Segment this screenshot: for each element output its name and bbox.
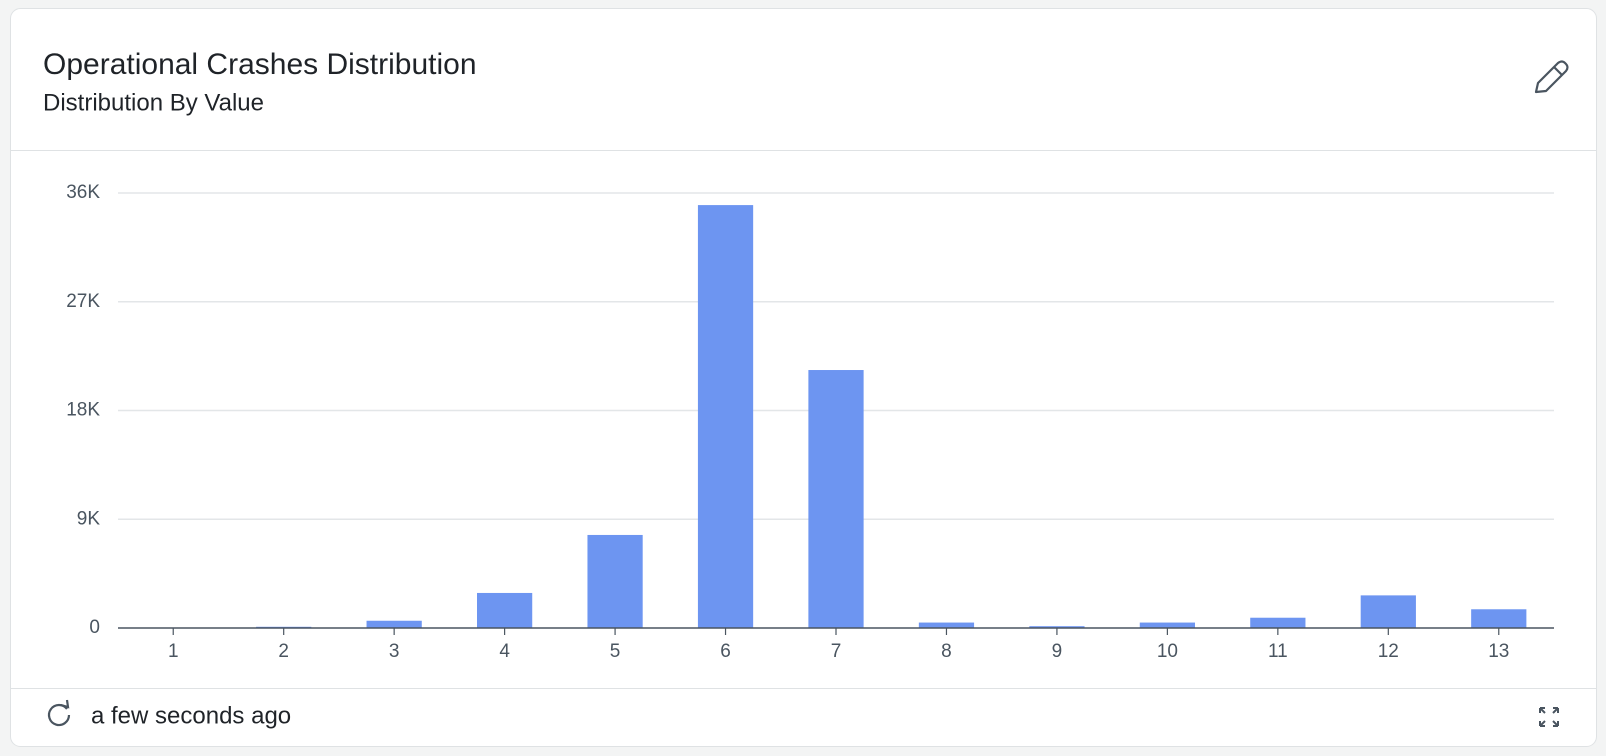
bar bbox=[1029, 626, 1085, 628]
y-tick-label: 18K bbox=[66, 400, 100, 421]
bar bbox=[1139, 622, 1195, 628]
x-tick-label: 6 bbox=[720, 641, 731, 662]
bar bbox=[1250, 617, 1306, 628]
x-tick-label: 1 bbox=[168, 641, 179, 662]
x-tick-label: 8 bbox=[941, 641, 952, 662]
x-tick-label: 10 bbox=[1157, 641, 1178, 662]
x-tick-label: 11 bbox=[1268, 641, 1288, 662]
y-tick-label: 9K bbox=[77, 508, 101, 529]
bar bbox=[697, 205, 754, 629]
x-tick-label: 7 bbox=[831, 641, 842, 662]
bar bbox=[366, 620, 422, 628]
x-tick-label: 3 bbox=[389, 641, 400, 662]
bar bbox=[587, 534, 643, 628]
bar bbox=[918, 622, 975, 628]
x-tick-label: 4 bbox=[499, 641, 510, 662]
chart-title: Operational Crashes Distribution bbox=[43, 48, 477, 81]
bar bbox=[1471, 609, 1527, 628]
chart-subtitle: Distribution By Value bbox=[43, 89, 264, 116]
x-tick-label: 13 bbox=[1488, 641, 1509, 662]
bar bbox=[477, 592, 533, 628]
x-tick-label: 9 bbox=[1052, 641, 1063, 662]
x-tick-label: 12 bbox=[1378, 641, 1399, 662]
y-tick-label: 36K bbox=[66, 182, 100, 203]
edit-icon[interactable] bbox=[1534, 60, 1569, 94]
y-tick-label: 0 bbox=[89, 617, 100, 638]
y-tick-label: 27K bbox=[66, 291, 100, 312]
expand-icon[interactable] bbox=[1539, 707, 1559, 727]
last-updated: a few seconds ago bbox=[91, 702, 291, 729]
x-tick-label: 5 bbox=[610, 641, 621, 662]
card-frame bbox=[10, 8, 1597, 747]
bar bbox=[808, 370, 864, 628]
x-tick-label: 2 bbox=[278, 641, 289, 662]
bar bbox=[1360, 595, 1416, 628]
refresh-icon[interactable] bbox=[47, 699, 71, 727]
